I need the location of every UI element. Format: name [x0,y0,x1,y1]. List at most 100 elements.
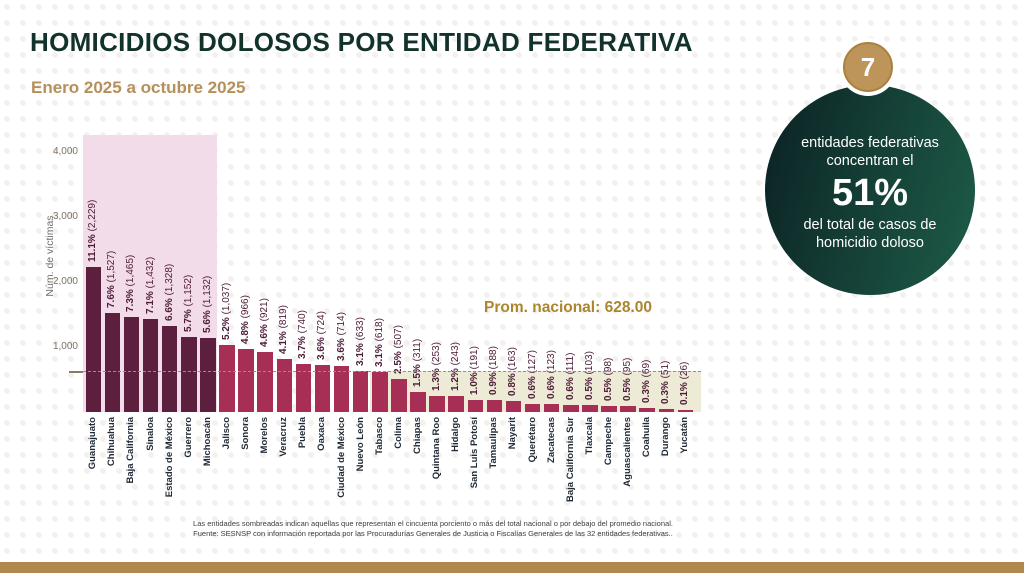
x-axis-label: Zacatecas [545,417,557,463]
bar-chart: 11.1% (2,229) 7.6% (1,527) 7.3% (1,465) 7.1… [69,135,701,555]
bar-value-label: 0.5% (98) [602,357,614,401]
bar-value-label: 4.1% (819) [278,304,290,354]
bar-value-label: 3.1% (633) [354,316,366,366]
bar-veracruz [276,358,292,412]
x-axis-label: Morelos [259,417,271,454]
x-axis-label: Tamaulipas [488,417,500,469]
bar-baja-california [123,316,140,412]
x-axis-label: Estado de México [163,417,175,498]
badge-text-line4: homicidio doloso [815,235,924,251]
bar-oaxaca [314,364,331,412]
x-axis-label: Tlaxcala [583,417,595,455]
bar-guerrero [181,337,197,412]
x-axis-label: Campeche [602,417,614,466]
bar-sinaloa [142,318,159,412]
bar-campeche [601,405,617,412]
bar-puebla [295,363,312,412]
x-axis-label: Coahuila [641,417,653,458]
x-axis-label: Puebla [297,417,309,449]
badge-count: 7 [843,42,893,92]
bar-value-label: 5.6% (1,132) [201,276,213,334]
x-axis-label: Nayarit [507,417,519,450]
x-axis-label: Chihuahua [106,417,118,467]
x-axis-label: Tabasco [373,417,385,455]
bar-quintana-roo [429,395,445,412]
national-average-label: Prom. nacional: 628.00 [484,299,652,316]
x-axis-label: San Luis Potosí [469,417,481,489]
bar-value-label: 7.3% (1,465) [125,254,137,312]
bar-coahuila [639,407,655,412]
national-average-line [83,371,701,373]
bar-hidalgo [448,396,464,412]
bar-value-label: 0.6% (111) [564,352,576,400]
bar-zacatecas [543,404,560,412]
y-tick-label: 2,000 [52,275,78,287]
bar-guanajuato [85,267,101,412]
footnote: Las entidades sombreadas indican aquella… [120,519,746,539]
bar-tabasco [372,371,388,412]
x-axis-label: Guanajuato [87,417,99,470]
bar-value-label: 4.8% (966) [240,295,252,345]
bottom-accent-bar [0,562,1024,573]
bar-yucatán [677,410,694,412]
x-axis-label: Sinaloa [144,417,156,451]
x-axis-label: Baja California [125,417,137,484]
bar-value-label: 4.6% (921) [259,298,271,348]
page-title: HOMICIDIOS DOLOSOS POR ENTIDAD FEDERATIV… [30,27,693,57]
bar-value-label: 5.2% (1,037) [220,282,232,340]
bar-value-label: 7.6% (1,527) [106,250,118,308]
bar-value-label: 3.7% (740) [297,309,309,359]
y-axis-ticks: 1,000 2,000 3,000 4,000 [30,135,78,412]
bar-value-label: 0.6% (123) [545,350,557,400]
bar-chiapas [410,391,426,412]
bar-michoacán [200,338,216,412]
y-tick-label: 4,000 [52,145,78,157]
bar-jalisco [219,344,235,412]
bar-aguascalientes [620,405,636,412]
badge-text-line3: del total de casos de [803,217,937,233]
page-subtitle: Enero 2025 a octubre 2025 [31,78,246,97]
national-average-axis-tick [69,371,83,374]
badge-percentage: 51% [831,172,909,214]
bar-value-label: 0.3% (69) [641,359,653,403]
bar-value-label: 1.0% (191) [469,345,481,395]
x-axis-label: Guerrero [182,417,194,458]
bar-value-label: 3.6% (714) [335,311,347,361]
x-axis-label: Durango [660,417,672,457]
bar-chihuahua [104,312,121,412]
x-axis-label: Quintana Roo [431,417,443,480]
x-axis-label: Colima [392,417,404,449]
bar-value-label: 2.5% (507) [392,325,404,375]
bar-value-label: 1.2% (243) [450,342,462,392]
bar-querétaro [524,403,541,412]
bar-ciudad-de-méxico [333,365,350,412]
x-axis-label: Jalisco [220,417,232,450]
bar-nuevo-león [352,370,369,412]
bar-value-label: 6.6% (1,328) [163,263,175,321]
y-tick-label: 3,000 [52,210,78,222]
x-axis-label: Yucatán [679,417,691,454]
x-axis-label: Veracruz [278,417,290,457]
highlight-badge: entidades federativas concentran el 51% … [763,42,979,298]
x-axis-label: Sonora [240,417,252,450]
x-axis-label: Ciudad de México [335,417,347,498]
bar-tlaxcala [582,405,598,412]
x-axis-label: Querétaro [526,417,538,463]
x-axis-label: Michoacán [201,417,213,467]
x-axis-label: Hidalgo [450,417,462,452]
bar-value-label: 11.1% (2,229) [87,199,99,263]
bar-value-label: 0.5% (95) [622,357,634,401]
badge-text-line2: concentran el [826,153,914,169]
bar-value-label: 0.3% (51) [660,360,672,404]
bar-morelos [257,352,273,412]
footnote-source: Fuente: SESNSP con información reportada… [193,529,673,538]
footnote-shading-note: Las entidades sombreadas indican aquella… [193,519,673,528]
bar-value-label: 0.6% (127) [526,349,538,399]
x-axis-label: Chiapas [411,417,423,454]
x-axis-label: Nuevo León [354,417,366,472]
bar-san-luis-potosí [467,399,483,412]
bar-estado-de-méxico [161,325,178,412]
badge-text-line1: entidades federativas [801,135,939,151]
bar-value-label: 1.3% (253) [431,341,443,391]
